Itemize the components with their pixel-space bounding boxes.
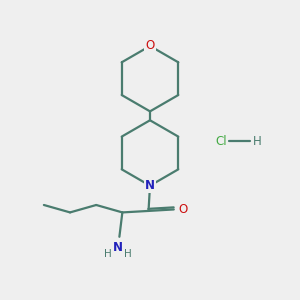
Text: H: H xyxy=(124,249,132,259)
Text: N: N xyxy=(113,241,123,254)
Text: H: H xyxy=(104,249,112,259)
Text: Cl: Cl xyxy=(216,135,227,148)
Text: O: O xyxy=(178,203,188,216)
Text: O: O xyxy=(146,40,154,52)
Text: N: N xyxy=(145,179,155,192)
Text: H: H xyxy=(253,135,261,148)
